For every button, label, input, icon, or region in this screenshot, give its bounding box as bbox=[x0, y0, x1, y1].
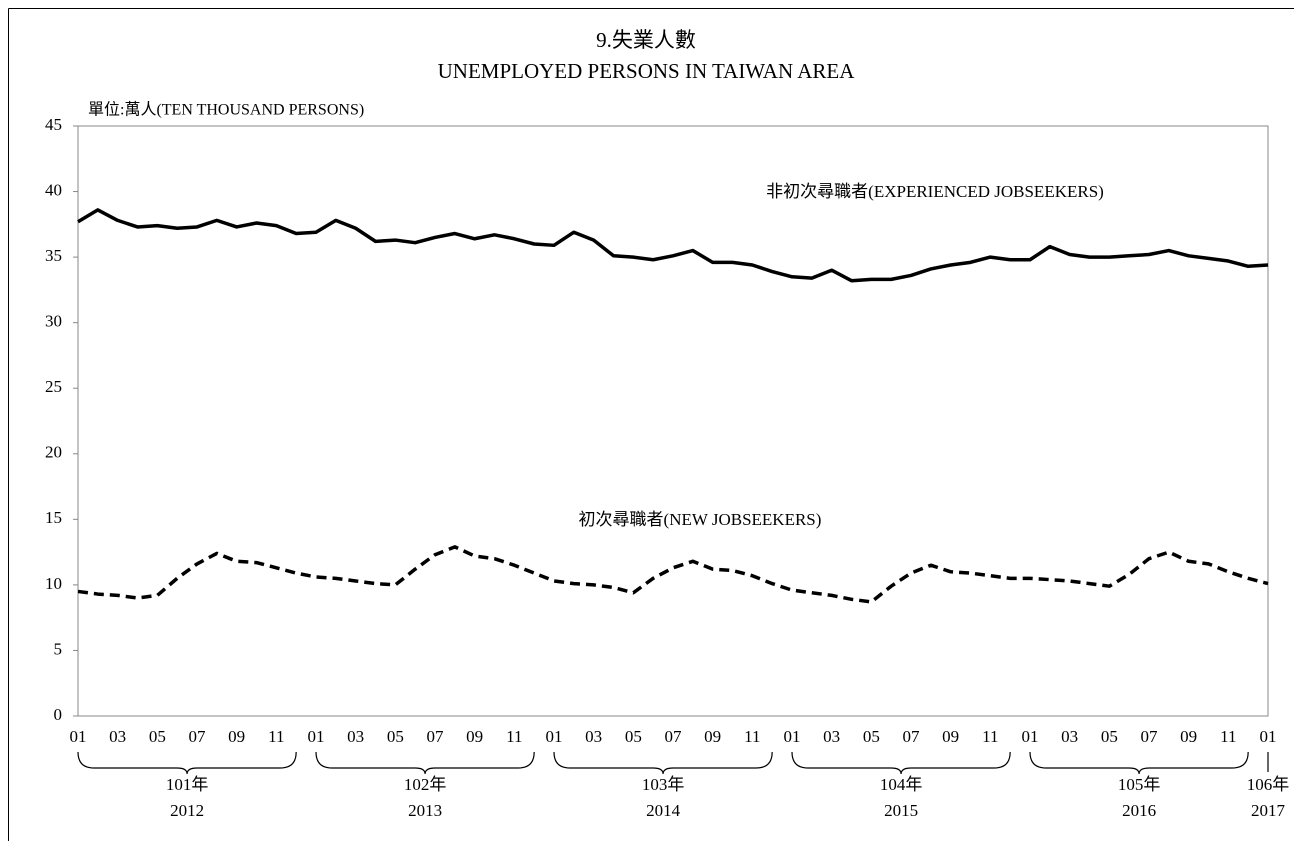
y-tick-label: 20 bbox=[45, 443, 62, 462]
x-tick-label: 09 bbox=[228, 727, 245, 746]
group-year: 2016 bbox=[1122, 801, 1156, 820]
x-tick-label: 11 bbox=[506, 727, 522, 746]
x-tick-label: 03 bbox=[109, 727, 126, 746]
x-tick-label: 07 bbox=[427, 727, 445, 746]
x-tick-label: 01 bbox=[1022, 727, 1039, 746]
y-tick-label: 25 bbox=[45, 377, 62, 396]
group-year: 2015 bbox=[884, 801, 918, 820]
x-tick-label: 11 bbox=[268, 727, 284, 746]
y-tick-label: 35 bbox=[45, 246, 62, 265]
x-tick-label: 03 bbox=[823, 727, 840, 746]
x-tick-label: 01 bbox=[70, 727, 87, 746]
series-line bbox=[77, 208, 1269, 283]
group-brace bbox=[791, 751, 1011, 775]
x-tick-label: 09 bbox=[942, 727, 959, 746]
x-tick-label: 11 bbox=[744, 727, 760, 746]
y-tick-label: 0 bbox=[54, 705, 63, 724]
x-tick-label: 01 bbox=[784, 727, 801, 746]
group-label: 106年 bbox=[1247, 775, 1290, 794]
group-brace bbox=[315, 751, 535, 775]
x-tick-label: 11 bbox=[1220, 727, 1236, 746]
x-tick-label: 01 bbox=[308, 727, 325, 746]
y-tick-label: 30 bbox=[45, 312, 62, 331]
y-tick-label: 10 bbox=[45, 574, 62, 593]
x-tick-label: 01 bbox=[546, 727, 563, 746]
unit-label: 單位:萬人(TEN THOUSAND PERSONS) bbox=[88, 101, 364, 119]
group-brace bbox=[1029, 751, 1249, 775]
x-tick-label: 05 bbox=[387, 727, 404, 746]
group-label: 102年 bbox=[404, 775, 447, 794]
series-line bbox=[77, 545, 1269, 604]
x-tick-label: 03 bbox=[1061, 727, 1078, 746]
x-tick-label: 09 bbox=[1180, 727, 1197, 746]
x-tick-label: 01 bbox=[1260, 727, 1277, 746]
x-tick-label: 07 bbox=[1141, 727, 1159, 746]
x-tick-label: 05 bbox=[1101, 727, 1118, 746]
group-year: 2017 bbox=[1251, 801, 1286, 820]
group-year: 2013 bbox=[408, 801, 442, 820]
y-tick-label: 15 bbox=[45, 508, 62, 527]
series-label: 非初次尋職者(EXPERIENCED JOBSEEKERS) bbox=[766, 182, 1104, 201]
group-label: 103年 bbox=[642, 775, 685, 794]
series-label: 初次尋職者(NEW JOBSEEKERS) bbox=[579, 510, 822, 529]
x-tick-label: 09 bbox=[466, 727, 483, 746]
group-year: 2012 bbox=[170, 801, 204, 820]
x-tick-label: 07 bbox=[903, 727, 921, 746]
chart-title: 9.失業人數 bbox=[596, 28, 696, 52]
x-tick-label: 05 bbox=[863, 727, 880, 746]
group-year: 2014 bbox=[646, 801, 681, 820]
x-tick-label: 11 bbox=[982, 727, 998, 746]
y-tick-label: 5 bbox=[54, 639, 63, 658]
group-label: 101年 bbox=[166, 775, 209, 794]
x-tick-label: 03 bbox=[347, 727, 364, 746]
x-tick-label: 05 bbox=[625, 727, 642, 746]
chart-subtitle: UNEMPLOYED PERSONS IN TAIWAN AREA bbox=[438, 59, 856, 83]
x-tick-label: 07 bbox=[189, 727, 207, 746]
x-tick-label: 07 bbox=[665, 727, 683, 746]
group-brace bbox=[553, 751, 773, 775]
y-tick-label: 40 bbox=[45, 180, 62, 199]
group-label: 104年 bbox=[880, 775, 923, 794]
group-brace bbox=[77, 751, 297, 775]
x-tick-label: 09 bbox=[704, 727, 721, 746]
y-tick-label: 45 bbox=[45, 115, 62, 134]
x-tick-label: 03 bbox=[585, 727, 602, 746]
group-label: 105年 bbox=[1118, 775, 1161, 794]
plot-area bbox=[77, 125, 1269, 717]
x-tick-label: 05 bbox=[149, 727, 166, 746]
